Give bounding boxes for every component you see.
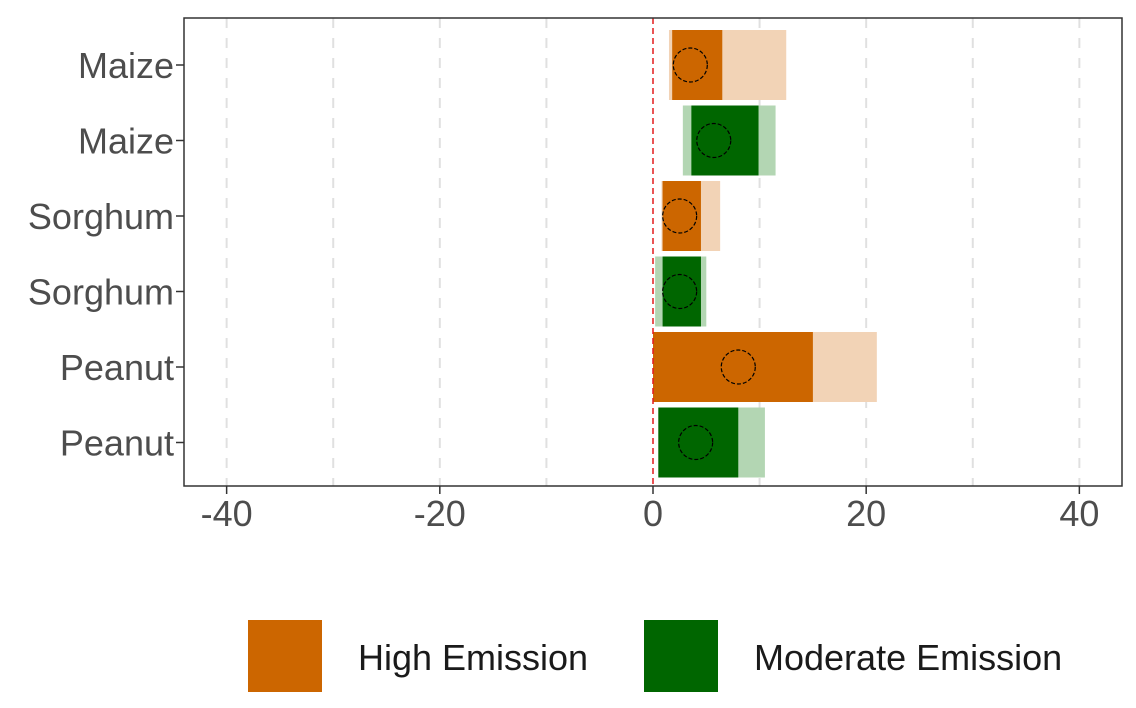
bars-layer [653,30,877,478]
y-tick-label: Sorghum [28,196,174,237]
y-tick-label: Peanut [60,347,174,388]
bar-point-marker [720,349,756,385]
x-tick-label: -20 [414,493,466,534]
bar-inner-range [691,105,759,176]
x-tick-label: 40 [1059,493,1099,534]
axis-layer: Maize Maize Sorghum Sorghum Peanut Peanut -40 -… [28,45,1099,534]
legend-label: Moderate Emission [754,637,1062,678]
y-tick-label: Sorghum [28,272,174,313]
y-tick-label: Peanut [60,423,174,464]
y-tick-label: Maize [78,121,174,162]
bar-inner-range [672,30,723,100]
legend: High Emission Moderate Emission [248,620,1062,692]
legend-swatch [248,620,322,692]
bar-inner-range [662,181,701,251]
bar-point-marker [678,424,714,461]
bar-inner-range [662,256,701,327]
x-tick-label: 20 [846,493,886,534]
bar-point-marker [662,273,698,310]
x-tick-label: 0 [643,493,663,534]
legend-swatch [644,620,718,692]
bar-inner-range [658,407,739,478]
x-tick-label: -40 [201,493,253,534]
legend-label: High Emission [358,637,588,678]
bar-inner-range [653,332,813,402]
bar-point-marker [662,198,698,234]
y-tick-label: Maize [78,45,174,86]
bar-point-marker [696,122,732,159]
bar-point-marker [672,47,708,83]
